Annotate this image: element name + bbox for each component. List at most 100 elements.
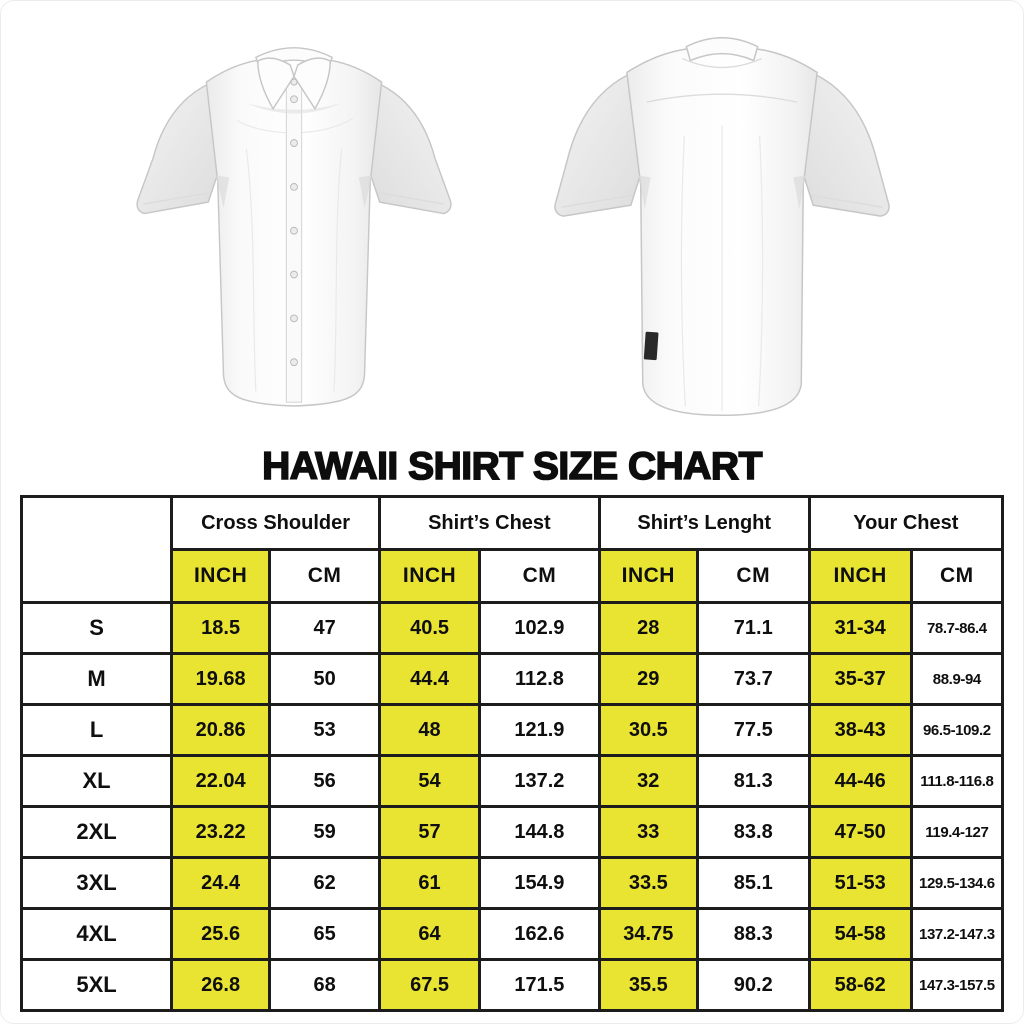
size-chart-table: Cross Shoulder Shirt’s Chest Shirt’s Len… — [19, 495, 1005, 1012]
cm-value-cell: 85.1 — [695, 856, 811, 910]
inch-value-cell: 47-50 — [807, 805, 913, 859]
cm-value-cell: 111.8-116.8 — [909, 754, 1005, 808]
inch-value-cell: 67.5 — [378, 958, 482, 1012]
cm-value-cell: 65 — [268, 907, 382, 961]
cm-value-cell: 81.3 — [695, 754, 811, 808]
inch-value-cell: 51-53 — [807, 856, 913, 910]
cm-value-cell: 73.7 — [695, 652, 811, 706]
front-right-sleeve — [367, 83, 452, 215]
inch-value-cell: 35-37 — [807, 652, 913, 706]
table-row: 4XL 25.6 65 64 162.6 34.75 88.3 54-58 137.2-147.… — [19, 907, 1005, 961]
inch-value-cell: 34.75 — [597, 907, 699, 961]
shirt-back-image — [554, 37, 890, 416]
inch-value-cell: 44-46 — [807, 754, 913, 808]
unit-header-cm: CM — [695, 548, 811, 604]
inch-value-cell: 35.5 — [597, 958, 699, 1012]
cm-value-cell: 96.5-109.2 — [909, 703, 1005, 757]
cm-value-cell: 171.5 — [478, 958, 601, 1012]
inch-value-cell: 24.4 — [170, 856, 272, 910]
cm-value-cell: 144.8 — [478, 805, 601, 859]
cm-value-cell: 90.2 — [695, 958, 811, 1012]
unit-header-cm: CM — [478, 548, 601, 604]
cm-value-cell: 137.2 — [478, 754, 601, 808]
inch-value-cell: 22.04 — [170, 754, 272, 808]
group-header-row: Cross Shoulder Shirt’s Chest Shirt’s Len… — [19, 495, 1005, 604]
cm-value-cell: 112.8 — [478, 652, 601, 706]
front-left-sleeve — [136, 83, 221, 215]
cm-value-cell: 59 — [268, 805, 382, 859]
shirt-front-image — [136, 47, 452, 407]
cm-value-cell: 83.8 — [695, 805, 811, 859]
inch-value-cell: 31-34 — [807, 601, 913, 655]
cm-value-cell: 62 — [268, 856, 382, 910]
cm-value-cell: 147.3-157.5 — [909, 958, 1005, 1012]
cm-value-cell: 121.9 — [478, 703, 601, 757]
cm-value-cell: 88.9-94 — [909, 652, 1005, 706]
cm-value-cell: 68 — [268, 958, 382, 1012]
unit-header-inch: INCH — [597, 548, 699, 604]
size-label: XL — [19, 754, 174, 808]
unit-header-inch: INCH — [170, 548, 272, 604]
inch-value-cell: 26.8 — [170, 958, 272, 1012]
table-row: L 20.86 53 48 121.9 30.5 77.5 38-43 96.5-109.2 — [19, 703, 1005, 757]
inch-value-cell: 61 — [378, 856, 482, 910]
cm-value-cell: 47 — [268, 601, 382, 655]
inch-value-cell: 32 — [597, 754, 699, 808]
size-label: 5XL — [19, 958, 174, 1012]
inch-value-cell: 38-43 — [807, 703, 913, 757]
inch-value-cell: 18.5 — [170, 601, 272, 655]
page-title: HAWAII SHIRT SIZE CHART — [261, 444, 763, 489]
cm-value-cell: 88.3 — [695, 907, 811, 961]
table-row: 2XL 23.22 59 57 144.8 33 83.8 47-50 119.4-127 — [19, 805, 1005, 859]
size-label: S — [19, 601, 174, 655]
group-header-cross-shoulder: Cross Shoulder — [170, 495, 382, 551]
unit-header-row: INCH CM INCH CM INCH CM INCH CM — [22, 548, 1005, 604]
back-collar-band — [685, 37, 759, 62]
inch-value-cell: 19.68 — [170, 652, 272, 706]
care-tag — [643, 331, 659, 361]
inch-value-cell: 57 — [378, 805, 482, 859]
size-label: 2XL — [19, 805, 174, 859]
cm-value-cell: 154.9 — [478, 856, 601, 910]
inch-value-cell: 48 — [378, 703, 482, 757]
inch-value-cell: 64 — [378, 907, 482, 961]
size-label: 4XL — [19, 907, 174, 961]
collar-right-flap — [293, 57, 331, 111]
inch-value-cell: 58-62 — [807, 958, 913, 1012]
cm-value-cell: 50 — [268, 652, 382, 706]
cm-value-cell: 137.2-147.3 — [909, 907, 1005, 961]
inch-value-cell: 20.86 — [170, 703, 272, 757]
group-header-shirts-lenght: Shirt’s Lenght — [597, 495, 811, 551]
inch-value-cell: 25.6 — [170, 907, 272, 961]
button-placket — [285, 73, 303, 403]
cm-value-cell: 53 — [268, 703, 382, 757]
unit-header-inch: INCH — [807, 548, 913, 604]
inch-value-cell: 54 — [378, 754, 482, 808]
unit-header-inch: INCH — [378, 548, 482, 604]
unit-header-cm: CM — [909, 548, 1005, 604]
inch-value-cell: 30.5 — [597, 703, 699, 757]
group-header-your-chest: Your Chest — [807, 495, 1005, 551]
cm-value-cell: 102.9 — [478, 601, 601, 655]
cm-value-cell: 78.7-86.4 — [909, 601, 1005, 655]
size-label: 3XL — [19, 856, 174, 910]
group-header-shirts-chest: Shirt’s Chest — [378, 495, 601, 551]
size-label: M — [19, 652, 174, 706]
inch-value-cell: 33 — [597, 805, 699, 859]
inch-value-cell: 54-58 — [807, 907, 913, 961]
inch-value-cell: 23.22 — [170, 805, 272, 859]
inch-value-cell: 44.4 — [378, 652, 482, 706]
corner-cell — [19, 495, 174, 604]
table-row: XL 22.04 56 54 137.2 32 81.3 44-46 111.8-116.8 — [19, 754, 1005, 808]
unit-header-cm: CM — [268, 548, 382, 604]
table-row: S 18.5 47 40.5 102.9 28 71.1 31-34 78.7-86.4 — [19, 601, 1005, 655]
size-label: L — [19, 703, 174, 757]
table-row: 3XL 24.4 62 61 154.9 33.5 85.1 51-53 129.5-134.6 — [19, 856, 1005, 910]
cm-value-cell: 77.5 — [695, 703, 811, 757]
cm-value-cell: 129.5-134.6 — [909, 856, 1005, 910]
product-images — [1, 1, 1023, 445]
buttons — [290, 95, 298, 367]
cm-value-cell: 56 — [268, 754, 382, 808]
table-row: M 19.68 50 44.4 112.8 29 73.7 35-37 88.9-94 — [19, 652, 1005, 706]
